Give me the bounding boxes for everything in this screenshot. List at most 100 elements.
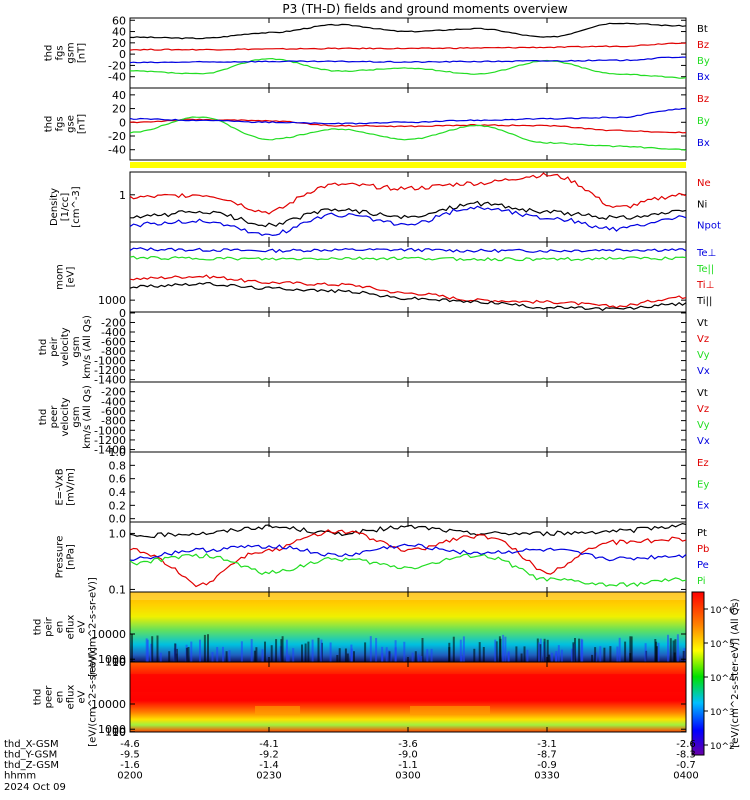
noise-streak	[536, 638, 539, 662]
noise-streak	[394, 640, 397, 662]
ylabel-line: [nT]	[77, 114, 88, 134]
ytick-label: 20	[112, 37, 126, 50]
ytick-label: 0	[119, 307, 126, 320]
ylabel-line: Pressure	[55, 536, 66, 579]
noise-streak	[350, 648, 353, 662]
colorbar-label: [eV/(cm^2-s-ster-eV)] (All Qs)	[730, 598, 741, 747]
noise-streak	[420, 655, 423, 662]
ytick-label: 10000	[91, 698, 126, 711]
noise-streak	[537, 642, 540, 662]
noise-streak	[448, 642, 451, 662]
noise-streak	[520, 653, 523, 662]
ytick-label: -400	[101, 395, 126, 408]
ylabel-line: eV	[77, 620, 88, 633]
noise-streak	[682, 650, 685, 662]
ion_velocity-frame	[129, 311, 687, 383]
noise-streak	[145, 638, 148, 662]
efield-frame	[129, 451, 687, 523]
legend-Vx: Vx	[697, 436, 710, 447]
legend-Ti||: Ti||	[696, 296, 712, 307]
ylabel-line: eV	[77, 690, 88, 703]
ylabel-line: thd	[44, 116, 55, 133]
ephem-value: -9.2	[259, 750, 279, 761]
legend-Vz: Vz	[697, 334, 709, 345]
legend-Vx: Vx	[697, 366, 710, 377]
ephem-value: 0300	[395, 771, 420, 782]
noise-streak	[275, 639, 278, 662]
noise-streak	[551, 652, 553, 662]
electron-band	[130, 674, 686, 692]
ylabel-line: E=-VxB	[55, 468, 66, 505]
ylabel-line: km/s (All Qs)	[82, 315, 93, 379]
legend-Pe: Pe	[697, 560, 709, 571]
noise-streak	[222, 646, 224, 662]
ylabel-line: Density	[49, 188, 60, 226]
ylabel-line: peir	[49, 336, 60, 356]
noise-streak	[381, 646, 384, 662]
noise-streak	[421, 638, 424, 662]
ytick-label: -20	[108, 130, 126, 143]
ytick-label: -200	[101, 386, 126, 399]
ylabel-line: thd	[44, 45, 55, 62]
ephem-value: 0330	[534, 771, 559, 782]
noise-streak	[344, 648, 347, 662]
noise-streak	[270, 645, 273, 662]
fgs_gse-frame	[129, 87, 687, 161]
noise-streak	[304, 643, 307, 662]
ephem-label: thd_X-GSM	[4, 739, 59, 750]
noise-streak	[657, 642, 660, 662]
noise-streak	[146, 639, 149, 662]
electron_velocity-frame	[129, 381, 687, 453]
ytick-label: 10	[112, 726, 126, 739]
legend-Vy: Vy	[697, 350, 710, 361]
ylabel-line: thd	[38, 409, 49, 426]
ylabel-line: [1/cc]	[60, 193, 71, 222]
ytick-label: 40	[112, 26, 126, 39]
ytick-label: 0	[119, 48, 126, 61]
ephem-value: -0.9	[537, 760, 557, 771]
noise-streak	[307, 641, 310, 662]
legend-By: By	[697, 116, 710, 127]
temperature-frame	[129, 241, 687, 313]
ylabel-line: peer	[44, 685, 55, 709]
noise-streak	[281, 636, 284, 662]
noise-streak	[539, 644, 542, 662]
noise-streak	[574, 638, 576, 662]
noise-streak	[207, 634, 209, 662]
ephem-date: 2024 Oct 09	[4, 782, 66, 793]
series-Te⊥	[129, 247, 687, 254]
ephem-value: -4.6	[120, 739, 140, 750]
ylabel-line: [nT]	[77, 43, 88, 63]
noise-streak	[462, 636, 465, 662]
ytick-label: -40	[108, 71, 126, 84]
legend-Pb: Pb	[697, 544, 709, 555]
ephem-value: -8.3	[676, 750, 696, 761]
legend-Ey: Ey	[697, 479, 709, 490]
noise-streak	[629, 636, 632, 662]
noise-streak	[507, 651, 510, 662]
ytick-label: 0.8	[109, 459, 127, 472]
ytick-label: -1400	[94, 374, 126, 387]
ytick-label: 0.1	[109, 583, 127, 596]
legend-Vt: Vt	[697, 388, 708, 399]
ylabel-line: velocity	[60, 327, 71, 366]
noise-streak	[174, 643, 177, 662]
noise-streak	[591, 654, 594, 662]
panel-electron_velocity: -200-400-600-800-1000-1200-1400 thd peer ve…	[38, 381, 710, 457]
noise-streak	[168, 651, 171, 662]
ephem-value: -3.1	[537, 739, 557, 750]
legend-Bt: Bt	[697, 24, 708, 35]
noise-streak	[502, 634, 505, 662]
legend-Vt: Vt	[697, 318, 708, 329]
noise-streak	[389, 653, 392, 662]
ytick-label: -600	[101, 405, 126, 418]
ytick-label: 0.4	[109, 486, 127, 499]
noise-streak	[329, 642, 332, 662]
ylabel-line: [mV/m]	[66, 468, 77, 506]
series-Pt	[129, 522, 687, 539]
legend-Bz: Bz	[697, 40, 709, 51]
ytick-label: -600	[101, 336, 126, 349]
noise-streak	[364, 642, 367, 662]
colorbar: 10^2 10^3 10^4 10^5 10^6 [eV/(cm^2-s-ster-eV…	[691, 591, 741, 756]
